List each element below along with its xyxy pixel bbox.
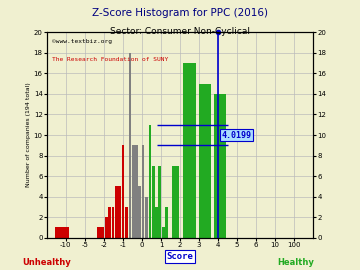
- Bar: [183, 63, 195, 238]
- Bar: [162, 227, 165, 238]
- Bar: [172, 166, 179, 238]
- Bar: [125, 207, 127, 238]
- Bar: [158, 166, 161, 238]
- Text: 4.0199: 4.0199: [221, 130, 251, 140]
- Text: Sector: Consumer Non-Cyclical: Sector: Consumer Non-Cyclical: [110, 27, 250, 36]
- Bar: [139, 186, 141, 238]
- Bar: [118, 186, 121, 238]
- Bar: [108, 207, 111, 238]
- Text: Healthy: Healthy: [277, 258, 314, 266]
- Bar: [122, 145, 124, 238]
- Bar: [135, 145, 138, 238]
- Bar: [155, 207, 158, 238]
- Bar: [112, 207, 114, 238]
- Bar: [165, 207, 168, 238]
- Bar: [152, 166, 154, 238]
- Bar: [96, 227, 104, 238]
- Text: ©www.textbiz.org: ©www.textbiz.org: [52, 39, 112, 43]
- Bar: [132, 145, 135, 238]
- Bar: [55, 227, 69, 238]
- Bar: [105, 217, 108, 238]
- Bar: [142, 145, 144, 238]
- Bar: [145, 197, 148, 238]
- Y-axis label: Number of companies (194 total): Number of companies (194 total): [26, 83, 31, 187]
- Bar: [214, 94, 226, 238]
- Text: Unhealthy: Unhealthy: [22, 258, 71, 266]
- Bar: [199, 84, 211, 238]
- Bar: [149, 125, 151, 238]
- X-axis label: Score: Score: [167, 252, 193, 261]
- Text: The Research Foundation of SUNY: The Research Foundation of SUNY: [52, 57, 168, 62]
- Bar: [115, 186, 118, 238]
- Text: Z-Score Histogram for PPC (2016): Z-Score Histogram for PPC (2016): [92, 8, 268, 18]
- Bar: [129, 53, 131, 238]
